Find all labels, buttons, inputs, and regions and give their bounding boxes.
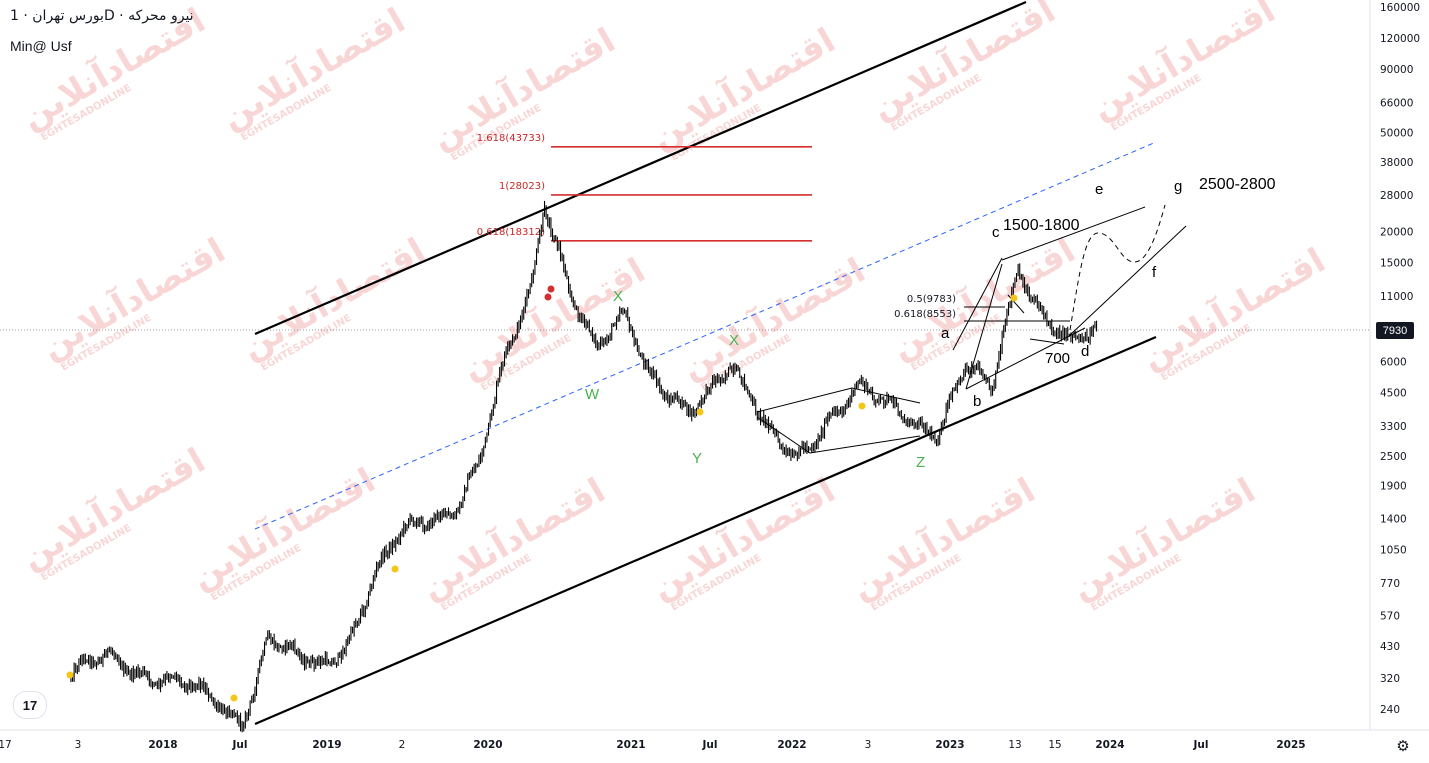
fib-level-label: 1.618(43733) xyxy=(477,133,545,144)
price-tick-label: 3300 xyxy=(1380,421,1407,433)
minor-fib-0.618: 0.618(8553) xyxy=(894,309,956,320)
settings-gear-icon[interactable]: ⚙ xyxy=(1396,737,1410,755)
svg-text:اقتصادآنلاین: اقتصادآنلاین xyxy=(184,459,383,598)
pattern-drawings[interactable] xyxy=(756,204,1187,454)
price-tick-label: 430 xyxy=(1380,641,1400,653)
tradingview-logo[interactable]: 17 xyxy=(13,691,47,719)
time-tick-label: Jul xyxy=(702,739,718,751)
price-tick-label: 2500 xyxy=(1380,451,1407,463)
price-tick-label: 4500 xyxy=(1380,387,1407,399)
wave-label-z: Z xyxy=(916,454,925,471)
wave-label-a: a xyxy=(941,325,950,342)
annotation-700: 700 xyxy=(1045,350,1070,367)
time-tick-label: 3 xyxy=(75,739,82,751)
price-series xyxy=(70,200,1098,733)
svg-text:اقتصادآنلاین: اقتصادآنلاین xyxy=(1134,239,1333,378)
price-tick-label: 15000 xyxy=(1380,257,1413,269)
time-tick-label: 2 xyxy=(399,739,406,751)
annotation-2500-2800: 2500-2800 xyxy=(1199,176,1276,193)
time-tick-label: Jul xyxy=(1193,739,1209,751)
mid-channel-dashed-line[interactable] xyxy=(254,141,1157,530)
chart-header: بورس تهران · 1D · نیرو محرکه Min@ Usf xyxy=(0,0,1370,60)
price-tick-label: 1400 xyxy=(1380,514,1407,526)
price-tick-label: 90000 xyxy=(1380,64,1413,76)
svg-text:اقتصادآنلاین: اقتصادآنلاین xyxy=(414,469,613,608)
upper-channel-line[interactable] xyxy=(254,0,1027,336)
time-tick-label: 2025 xyxy=(1276,739,1305,751)
wave-label-x2: X xyxy=(729,332,739,349)
time-tick-label: 17 xyxy=(0,739,12,751)
event-markers xyxy=(66,285,1018,702)
wave-label-y: Y xyxy=(692,450,702,467)
time-tick-label: 15 xyxy=(1048,739,1061,751)
wave-label-e: e xyxy=(1095,181,1103,198)
wave-label-x1: X xyxy=(613,288,623,305)
price-tick-label: 160000 xyxy=(1380,2,1420,14)
wave-label-d: d xyxy=(1081,343,1089,360)
wave-label-f: f xyxy=(1152,264,1157,281)
price-tick-label: 6000 xyxy=(1380,356,1407,368)
fibonacci-levels[interactable]: 1.618(43733) 1(28023) 0.618(18312) xyxy=(477,133,812,242)
wave-label-b: b xyxy=(973,393,981,410)
time-tick-label: Jul xyxy=(232,739,248,751)
time-tick-label: 2020 xyxy=(473,739,502,751)
price-tick-label: 120000 xyxy=(1380,33,1420,45)
time-tick-label: 2019 xyxy=(312,739,341,751)
time-axis[interactable]: 17 3 2018 Jul 2019 2 2020 2021 Jul 2022 3 2023 13 15 2… xyxy=(0,739,1306,751)
price-tick-label: 11000 xyxy=(1380,291,1413,303)
svg-text:اقتصادآنلاین: اقتصادآنلاین xyxy=(644,469,843,608)
price-tick-label: 50000 xyxy=(1380,127,1413,139)
wave-label-g: g xyxy=(1174,178,1182,195)
symbol-title[interactable]: بورس تهران · 1D · نیرو محرکه xyxy=(10,8,194,24)
svg-text:اقتصادآنلاین: اقتصادآنلاین xyxy=(844,469,1043,608)
last-price-badge: 7930 xyxy=(1376,322,1414,339)
time-tick-label: 2023 xyxy=(935,739,964,751)
svg-text:اقتصادآنلاین: اقتصادآنلاین xyxy=(34,229,233,368)
wave-label-c: c xyxy=(992,224,1000,241)
price-tick-label: 240 xyxy=(1380,704,1400,716)
price-axis[interactable]: 160000 120000 90000 66000 50000 38000 28000 200… xyxy=(1380,2,1420,716)
fib-level-label: 0.618(18312) xyxy=(477,227,545,238)
svg-text:اقتصادآنلاین: اقتصادآنلاین xyxy=(14,439,213,578)
time-tick-label: 2021 xyxy=(616,739,645,751)
svg-text:اقتصادآنلاین: اقتصادآنلاین xyxy=(1064,469,1263,608)
fib-level-label: 1(28023) xyxy=(499,181,545,192)
minor-fib-0.5: 0.5(9783) xyxy=(907,294,956,305)
price-tick-label: 1900 xyxy=(1380,481,1407,493)
price-tick-label: 320 xyxy=(1380,673,1400,685)
price-tick-label: 20000 xyxy=(1380,226,1413,238)
wave-label-w: W xyxy=(585,386,600,403)
time-tick-label: 13 xyxy=(1008,739,1021,751)
svg-text:اقتصادآنلاین: اقتصادآنلاین xyxy=(674,249,873,388)
price-tick-label: 38000 xyxy=(1380,157,1413,169)
price-tick-label: 1050 xyxy=(1380,545,1407,557)
minor-fib-labels: 0.5(9783) 0.618(8553) xyxy=(894,294,956,320)
author-label: Min@ Usf xyxy=(10,38,72,54)
time-tick-label: 3 xyxy=(865,739,872,751)
time-tick-label: 2018 xyxy=(148,739,177,751)
price-tick-label: 28000 xyxy=(1380,190,1413,202)
price-tick-label: 570 xyxy=(1380,611,1400,623)
price-tick-label: 770 xyxy=(1380,578,1400,590)
price-tick-label: 66000 xyxy=(1380,97,1413,109)
annotation-1500-1800: 1500-1800 xyxy=(1003,217,1080,234)
wave-labels: X W X Y Z a b c d e f g 1500-1800 2500-2… xyxy=(585,176,1276,471)
svg-text:اقتصادآنلاین: اقتصادآنلاین xyxy=(454,249,653,388)
svg-text:اقتصادآنلاین: اقتصادآنلاین xyxy=(234,229,433,368)
time-tick-label: 2024 xyxy=(1095,739,1124,751)
time-tick-label: 2022 xyxy=(777,739,806,751)
lower-channel-line[interactable] xyxy=(254,335,1157,726)
